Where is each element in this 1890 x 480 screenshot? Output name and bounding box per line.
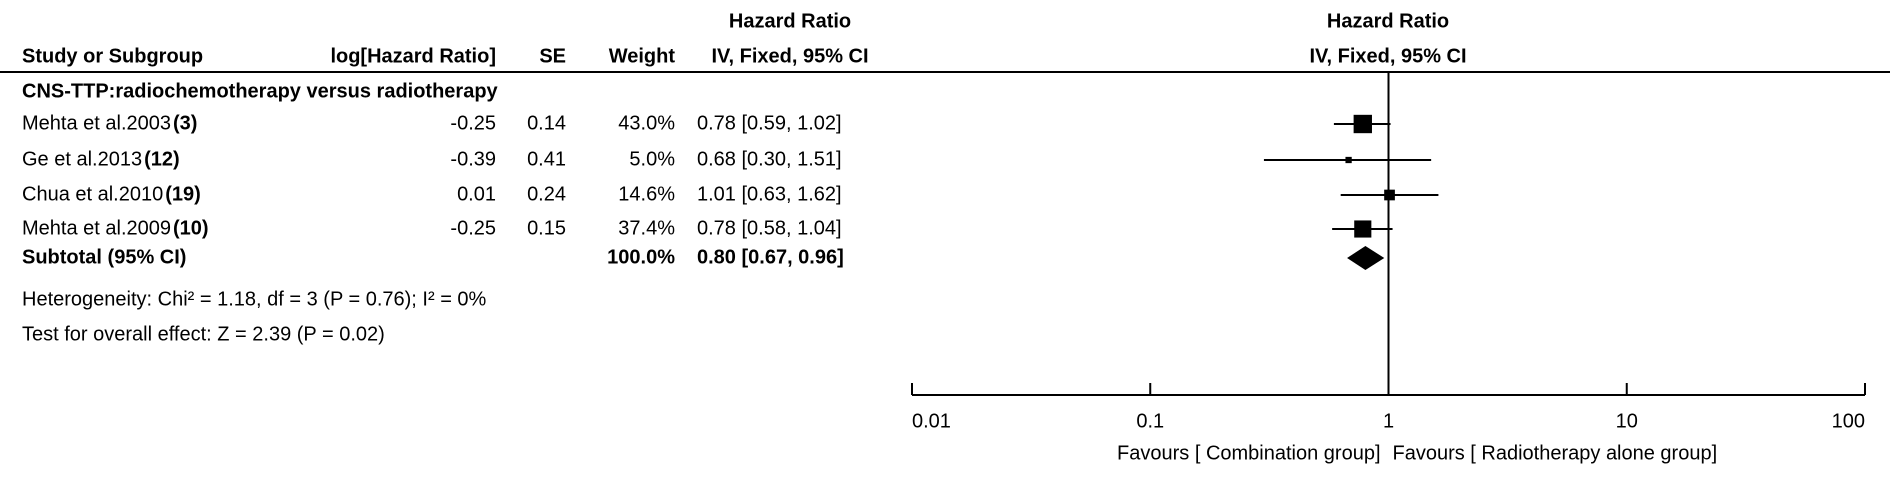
se: 0.24 [527, 183, 566, 205]
header: Study or Subgroup [22, 45, 203, 67]
study-ref: (10) [173, 217, 209, 239]
study-ref: (19) [165, 183, 201, 205]
se: 0.15 [527, 217, 566, 239]
study-name: Ge et al.2013 [22, 148, 142, 170]
ci-label: 0.78 [0.58, 1.04] [697, 217, 842, 239]
group-label: CNS-TTP:radiochemotherapy versus radioth… [22, 80, 499, 102]
study-ref: (3) [173, 112, 197, 134]
ci-label: 1.01 [0.63, 1.62] [697, 183, 842, 205]
weight: 37.4% [618, 217, 675, 239]
se: 0.14 [527, 112, 566, 134]
x-tick-label: 0.1 [1136, 410, 1164, 432]
effect-square [1345, 156, 1352, 164]
header: log[Hazard Ratio] [330, 45, 496, 67]
x-tick-label: 1 [1383, 410, 1394, 432]
overall-effect: Test for overall effect: Z = 2.39 (P = 0… [22, 323, 385, 345]
header: SE [539, 45, 566, 67]
header: Hazard Ratio [1327, 10, 1449, 32]
effect-square [1384, 189, 1395, 201]
header: Weight [609, 45, 676, 67]
log-hr: -0.25 [450, 112, 496, 134]
subtotal-name: Subtotal (95% CI) [22, 246, 186, 268]
ci-label: 0.80 [0.67, 0.96] [697, 246, 844, 268]
ci-label: 0.68 [0.30, 1.51] [697, 148, 842, 170]
weight: 5.0% [629, 148, 675, 170]
favours-right: Favours [ Radiotherapy alone group] [1393, 442, 1718, 464]
ci-label: 0.78 [0.59, 1.02] [697, 112, 842, 134]
header: IV, Fixed, 95% CI [1309, 45, 1466, 67]
header: IV, Fixed, 95% CI [711, 45, 868, 67]
x-tick-label: 0.01 [912, 410, 951, 432]
x-tick-label: 10 [1616, 410, 1638, 432]
effect-square [1353, 114, 1372, 134]
study-name: Chua et al.2010 [22, 183, 163, 205]
heterogeneity: Heterogeneity: Chi² = 1.18, df = 3 (P = … [22, 288, 487, 310]
study-ref: (12) [144, 148, 180, 170]
favours-left: Favours [ Combination group] [1117, 442, 1380, 464]
pooled-diamond [1347, 246, 1385, 270]
log-hr: -0.25 [450, 217, 496, 239]
header: Hazard Ratio [729, 10, 851, 32]
weight: 14.6% [618, 183, 675, 205]
study-name: Mehta et al.2003 [22, 112, 171, 134]
effect-square [1354, 220, 1372, 238]
log-hr: -0.39 [450, 148, 496, 170]
x-tick-label: 100 [1832, 410, 1865, 432]
weight: 43.0% [618, 112, 675, 134]
weight: 100.0% [607, 246, 675, 268]
log-hr: 0.01 [457, 183, 496, 205]
se: 0.41 [527, 148, 566, 170]
study-name: Mehta et al.2009 [22, 217, 171, 239]
